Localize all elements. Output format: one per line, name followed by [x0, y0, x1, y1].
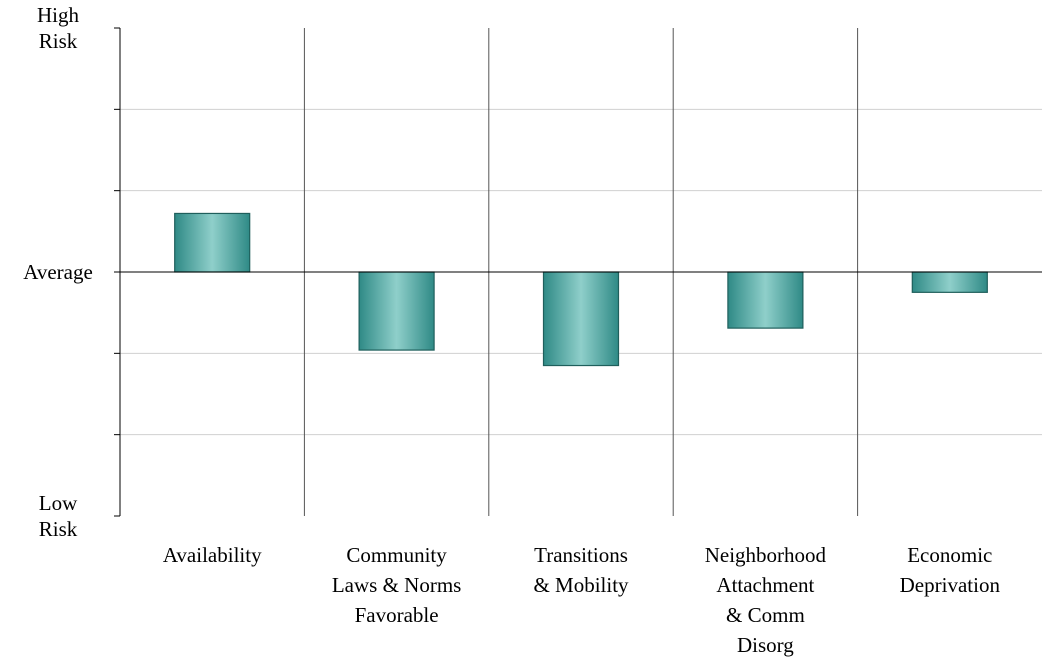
x-tick-label: Community Laws & Norms Favorable — [332, 543, 462, 627]
x-tick-label-line: Attachment — [716, 573, 814, 597]
x-tick-label-line: & Mobility — [533, 573, 629, 597]
y-tick-label: Low Risk — [39, 491, 78, 541]
y-tick-label-line: Risk — [39, 29, 78, 53]
x-tick-label-line: Neighborhood — [705, 543, 827, 567]
x-tick-label-line: Favorable — [355, 603, 439, 627]
bar — [358, 271, 435, 351]
x-tick-label-line: Disorg — [737, 633, 794, 657]
y-tick-label: Average — [23, 260, 93, 284]
axes — [114, 27, 1042, 517]
bar — [542, 271, 620, 367]
y-tick-label-line: Risk — [39, 517, 78, 541]
y-tick-label-line: High — [37, 3, 80, 27]
x-tick-label-line: Transitions — [534, 543, 628, 567]
x-tick-label: Transitions & Mobility — [533, 543, 629, 597]
y-tick-label: High Risk — [37, 3, 80, 53]
bar — [911, 271, 988, 293]
x-tick-label: Neighborhood Attachment & Comm Disorg — [705, 543, 827, 657]
x-tick-label-line: Laws & Norms — [332, 573, 462, 597]
y-tick-label-line: Low — [39, 491, 78, 515]
x-tick-label: Availability — [163, 543, 262, 567]
x-tick-label-line: Community — [346, 543, 447, 567]
bar — [727, 271, 804, 329]
x-tick-label-line: Economic — [907, 543, 992, 567]
x-tick-label: Economic Deprivation — [900, 543, 1001, 597]
bars — [174, 212, 988, 367]
x-tick-label-line: Availability — [163, 543, 262, 567]
bar — [174, 212, 251, 273]
x-tick-label-line: Deprivation — [900, 573, 1001, 597]
y-tick-label-line: Average — [23, 260, 93, 284]
x-tick-label-line: & Comm — [726, 603, 805, 627]
grid-layer — [120, 108, 1042, 436]
